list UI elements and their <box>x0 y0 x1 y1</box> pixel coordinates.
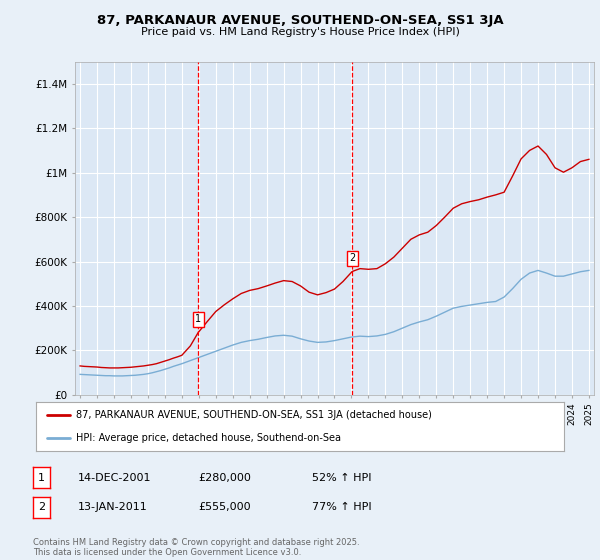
Text: 14-DEC-2001: 14-DEC-2001 <box>78 473 151 483</box>
Text: 2: 2 <box>38 502 45 512</box>
Text: 77% ↑ HPI: 77% ↑ HPI <box>312 502 371 512</box>
Text: 2: 2 <box>349 253 355 263</box>
Text: 1: 1 <box>38 473 45 483</box>
Text: HPI: Average price, detached house, Southend-on-Sea: HPI: Average price, detached house, Sout… <box>76 433 341 444</box>
Text: Price paid vs. HM Land Registry's House Price Index (HPI): Price paid vs. HM Land Registry's House … <box>140 27 460 37</box>
Text: 52% ↑ HPI: 52% ↑ HPI <box>312 473 371 483</box>
Text: 87, PARKANAUR AVENUE, SOUTHEND-ON-SEA, SS1 3JA (detached house): 87, PARKANAUR AVENUE, SOUTHEND-ON-SEA, S… <box>76 410 431 421</box>
Text: 13-JAN-2011: 13-JAN-2011 <box>78 502 148 512</box>
Text: Contains HM Land Registry data © Crown copyright and database right 2025.
This d: Contains HM Land Registry data © Crown c… <box>33 538 359 557</box>
Text: 87, PARKANAUR AVENUE, SOUTHEND-ON-SEA, SS1 3JA: 87, PARKANAUR AVENUE, SOUTHEND-ON-SEA, S… <box>97 14 503 27</box>
Text: £555,000: £555,000 <box>198 502 251 512</box>
Text: £280,000: £280,000 <box>198 473 251 483</box>
Text: 1: 1 <box>195 314 201 324</box>
